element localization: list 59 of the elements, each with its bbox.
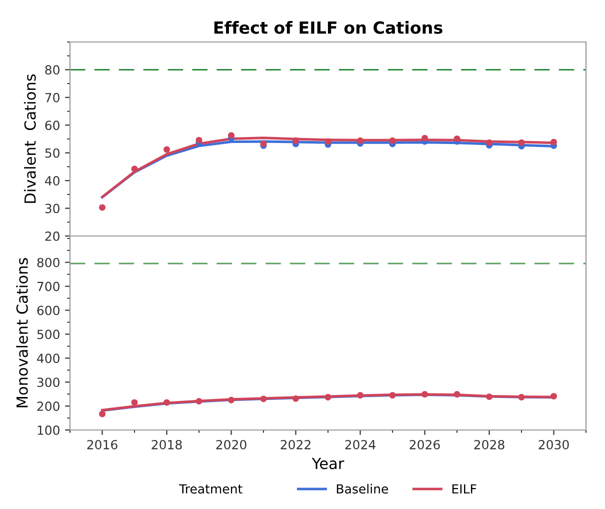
point (486, 139, 493, 146)
y-tick-label: 60 (45, 120, 60, 130)
x-tick-label: 2028 (474, 440, 504, 450)
y-tick-label: 700 (37, 282, 60, 292)
point (98, 410, 106, 418)
y-tick-label: 500 (37, 330, 60, 340)
point (228, 396, 235, 404)
point (486, 393, 493, 400)
x-tick-label: 2016 (87, 440, 118, 450)
legend-label: EILF (452, 484, 476, 494)
point (131, 166, 138, 172)
y-tick-label: 70 (45, 92, 60, 102)
point (518, 139, 525, 146)
chart-title: Effect of EILF on Cations (214, 21, 442, 34)
y-tick-label: 40 (44, 176, 60, 186)
point (550, 138, 558, 146)
y-tick-label: 800 (37, 258, 60, 268)
point (454, 391, 460, 398)
y-axis-title: Divalent Cations (24, 74, 36, 203)
point (260, 396, 267, 402)
point (196, 136, 202, 144)
point (389, 392, 396, 399)
point (389, 137, 396, 144)
x-tick-label: 2030 (538, 440, 569, 450)
x-tick-label: 2026 (410, 440, 440, 450)
point (98, 204, 106, 211)
y-tick-label: 30 (45, 204, 60, 214)
y-tick-label: 400 (37, 354, 60, 364)
point (131, 399, 138, 406)
y-tick-label: 20 (45, 231, 60, 241)
x-tick-label: 2022 (280, 440, 310, 450)
legend-label: Baseline (336, 484, 388, 494)
y-tick-label: 200 (37, 402, 60, 411)
point (292, 395, 300, 402)
x-tick-label: 2020 (216, 440, 246, 450)
point (550, 392, 558, 400)
y-tick-label: 50 (45, 148, 60, 158)
x-tick-label: 2018 (152, 440, 182, 450)
legend-title: Treatment (179, 484, 242, 494)
y-tick-label: 80 (45, 65, 60, 75)
x-axis-title: Year (312, 458, 344, 470)
y-tick-label: 600 (37, 306, 60, 316)
point (324, 138, 332, 145)
y-tick-label: 100 (38, 425, 60, 435)
point (196, 398, 202, 405)
point (454, 135, 460, 142)
y-axis-title: Monovalent Cations (16, 258, 28, 408)
point (228, 132, 235, 139)
point (356, 392, 364, 399)
point (421, 391, 428, 398)
point (292, 137, 300, 144)
y-tick-label: 300 (37, 378, 60, 388)
point (421, 134, 428, 142)
point (324, 394, 332, 400)
x-tick-label: 2024 (345, 440, 376, 450)
point (356, 137, 364, 144)
point (163, 146, 170, 153)
point (518, 394, 525, 400)
point (163, 399, 170, 406)
